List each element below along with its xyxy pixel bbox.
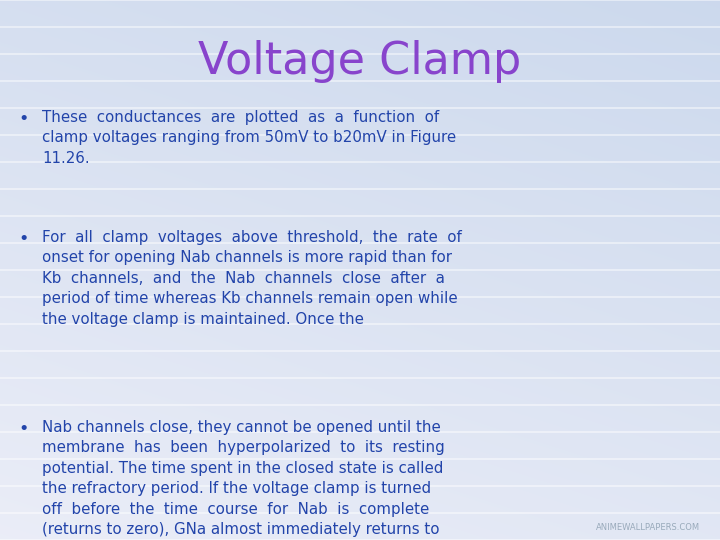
Text: ANIMEWALLPAPERS.COM: ANIMEWALLPAPERS.COM [596, 523, 700, 532]
Text: Voltage Clamp: Voltage Clamp [199, 40, 521, 83]
Text: •: • [18, 420, 28, 438]
Text: For  all  clamp  voltages  above  threshold,  the  rate  of
onset for opening Na: For all clamp voltages above threshold, … [42, 230, 462, 327]
Text: •: • [18, 110, 28, 128]
Text: These  conductances  are  plotted  as  a  function  of
clamp voltages ranging fr: These conductances are plotted as a func… [42, 110, 456, 166]
Text: •: • [18, 230, 28, 248]
Text: Nab channels close, they cannot be opened until the
membrane  has  been  hyperpo: Nab channels close, they cannot be opene… [42, 420, 446, 540]
